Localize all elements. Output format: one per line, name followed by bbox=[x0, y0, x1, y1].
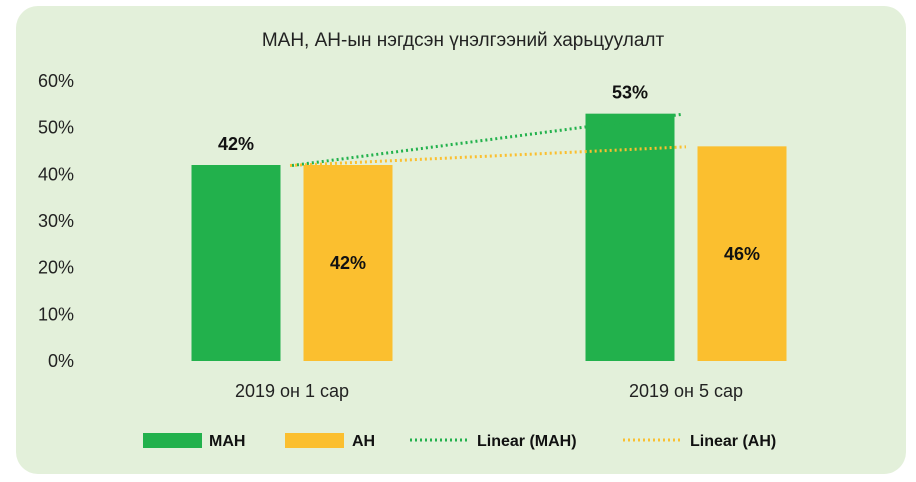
data-labels: 42% 53% 42% 46% bbox=[218, 83, 760, 273]
y-tick-label: 40% bbox=[38, 164, 74, 184]
legend-label-linear-an: Linear (АН) bbox=[690, 433, 776, 450]
bar-МАН-2 bbox=[585, 113, 675, 362]
chart-title: МАН, АН-ын нэгдсэн үнэлгээний харьцуулал… bbox=[262, 30, 665, 51]
bar-АН-2 bbox=[697, 146, 787, 361]
y-tick-label: 30% bbox=[38, 211, 74, 231]
trendline-1 bbox=[291, 112, 684, 167]
y-tick-label: 10% bbox=[38, 304, 74, 324]
data-label: 46% bbox=[724, 244, 760, 264]
x-tick-label: 2019 он 5 сар bbox=[629, 381, 743, 401]
bar-АН-1 bbox=[303, 165, 393, 361]
x-axis: 2019 он 1 сар 2019 он 5 сар bbox=[235, 381, 743, 401]
y-tick-label: 50% bbox=[38, 118, 74, 138]
legend-swatch-man bbox=[143, 433, 202, 448]
legend-label-an: АН bbox=[352, 433, 375, 450]
legend: МАН АН Linear (МАН) Linear (АН) bbox=[143, 433, 776, 450]
data-label: 42% bbox=[218, 134, 254, 154]
y-axis: 0% 10% 20% 30% 40% 50% 60% bbox=[38, 71, 74, 371]
y-tick-label: 0% bbox=[48, 351, 74, 371]
trendline-2 bbox=[289, 145, 687, 167]
legend-swatch-an bbox=[285, 433, 344, 448]
legend-label-linear-man: Linear (МАН) bbox=[477, 433, 577, 450]
bars bbox=[191, 113, 787, 362]
y-tick-label: 60% bbox=[38, 71, 74, 91]
x-tick-label: 2019 он 1 сар bbox=[235, 381, 349, 401]
bar-МАН-1 bbox=[191, 165, 281, 361]
data-label: 42% bbox=[330, 253, 366, 273]
data-label: 53% bbox=[612, 83, 648, 103]
trendlines bbox=[289, 112, 687, 167]
legend-label-man: МАН bbox=[209, 433, 245, 450]
y-tick-label: 20% bbox=[38, 258, 74, 278]
